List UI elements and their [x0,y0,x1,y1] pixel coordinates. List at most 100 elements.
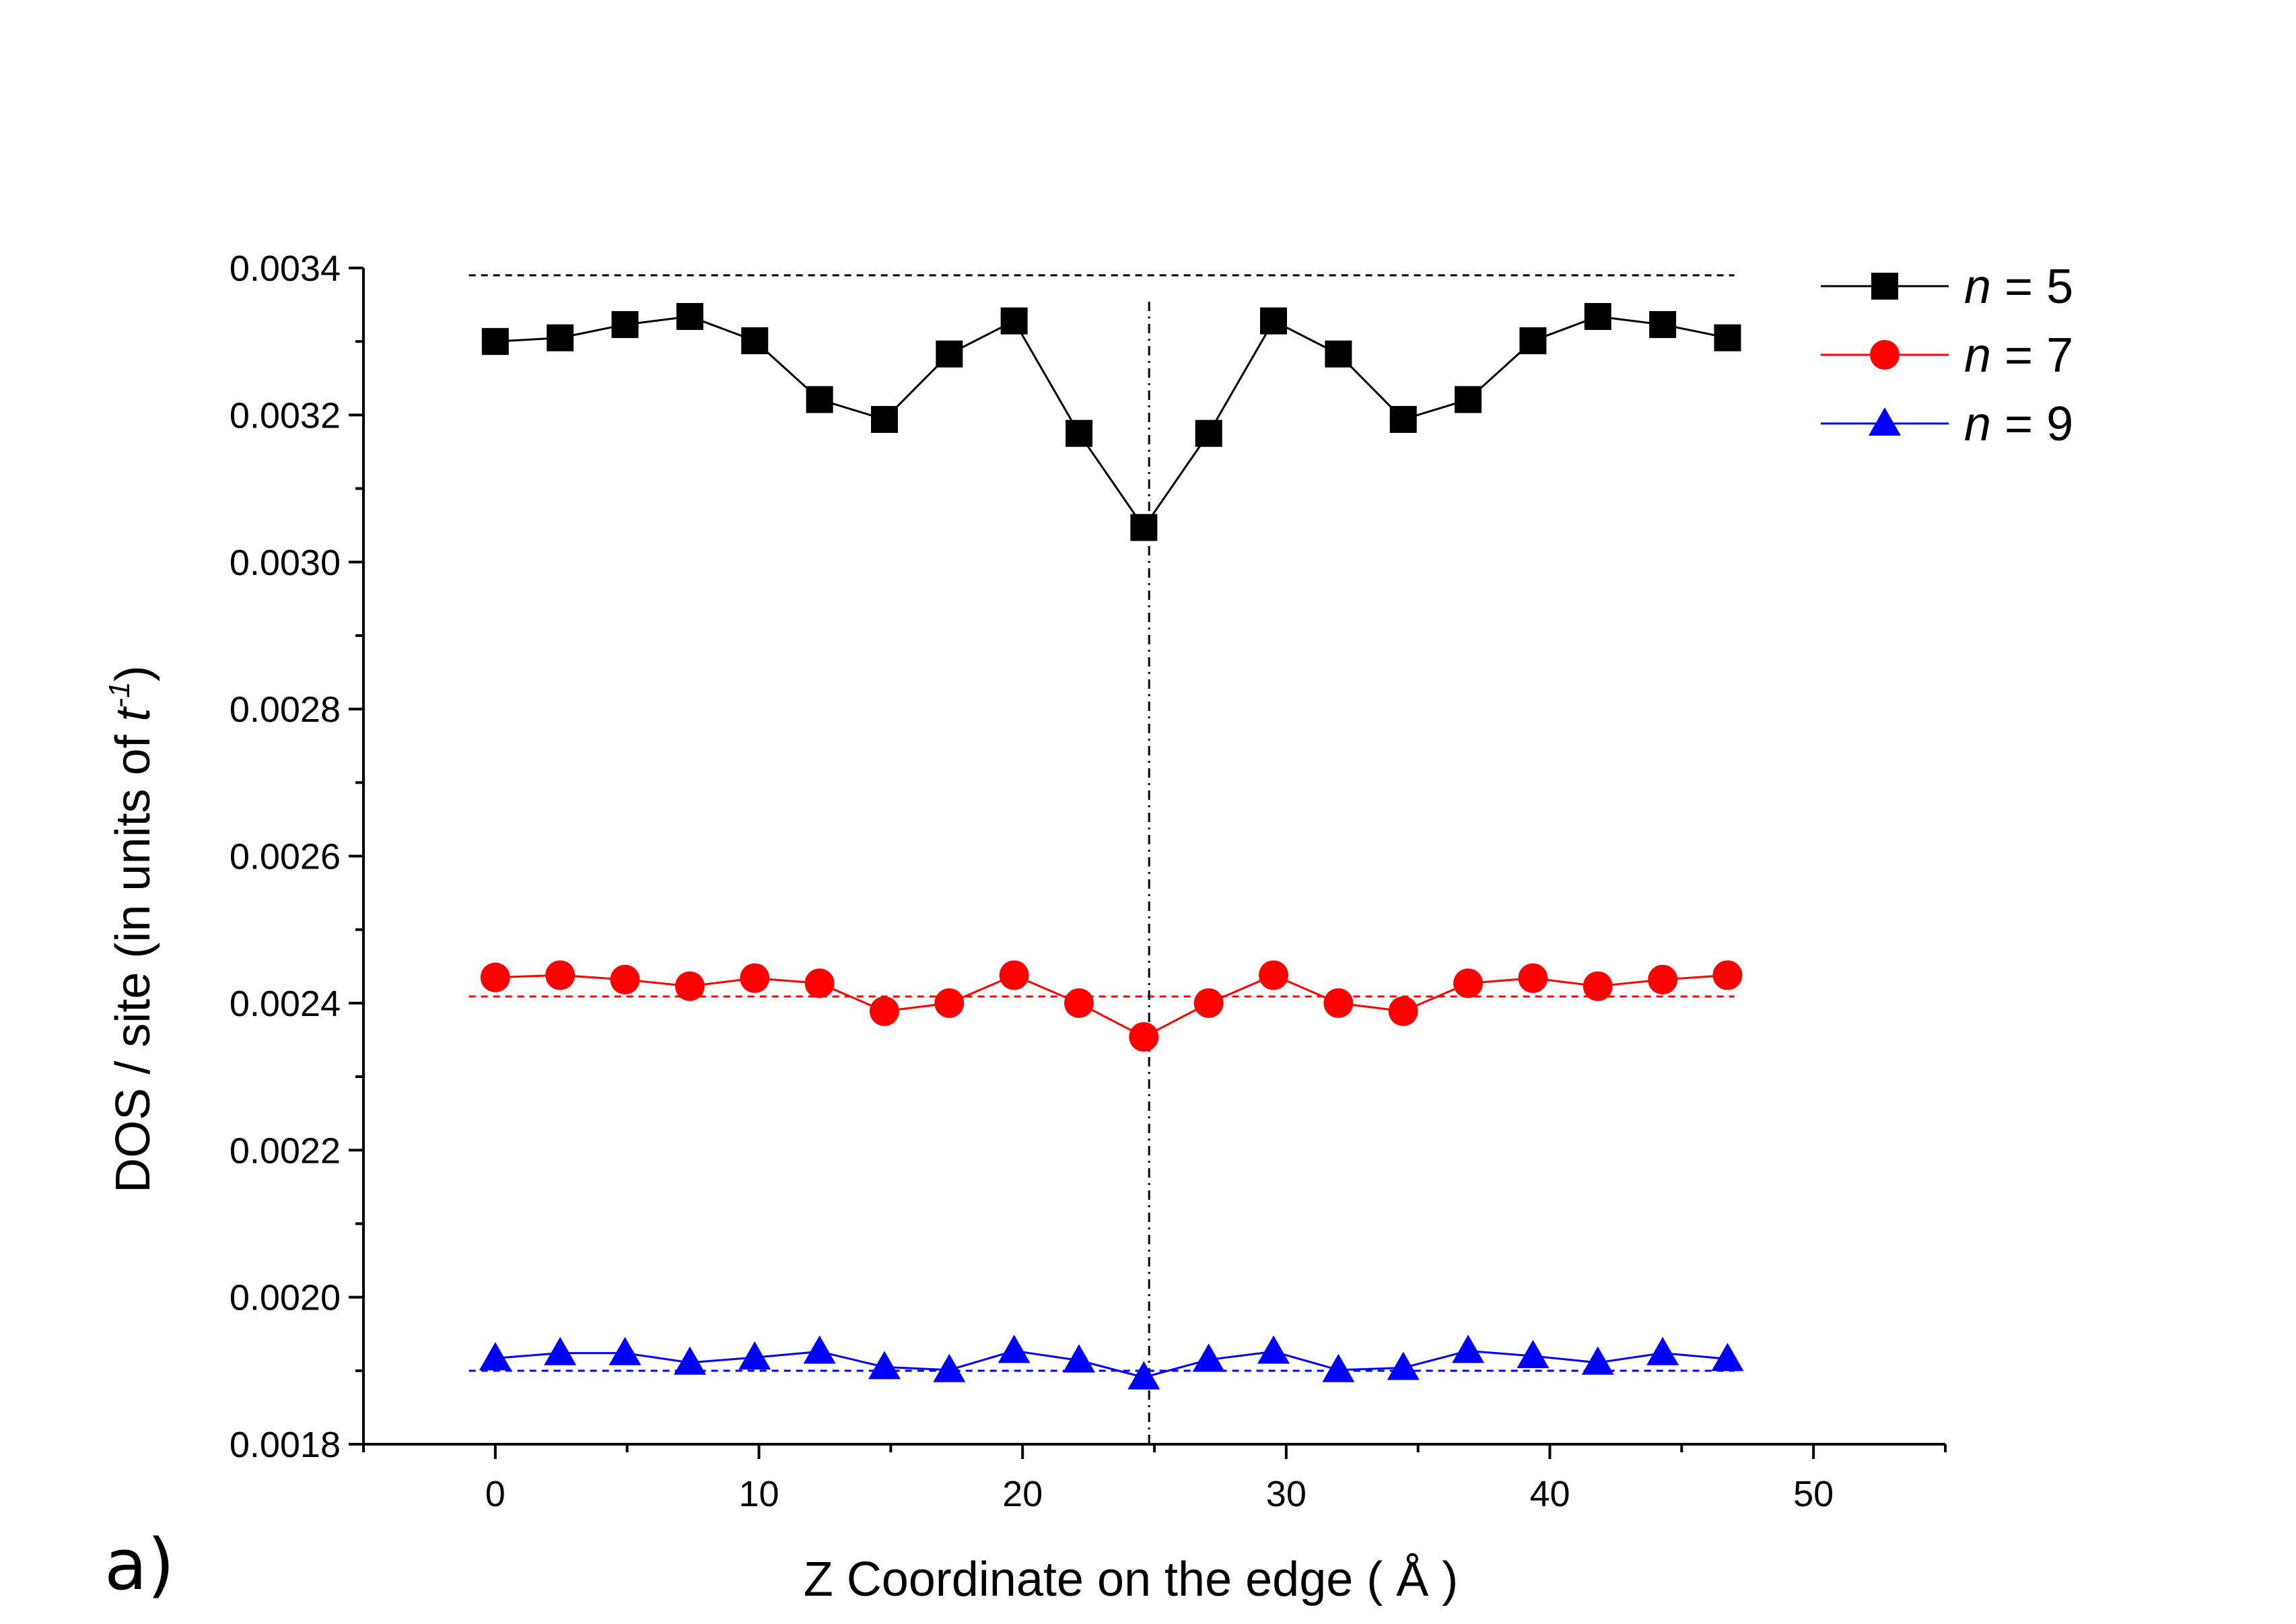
data-point-2-1 [544,1337,577,1365]
data-point-0-7 [936,340,963,368]
data-point-1-8 [999,960,1029,990]
data-point-2-2 [608,1337,641,1365]
data-point-1-19 [1712,960,1743,990]
y-tick-label-6: 0.0030 [230,543,341,583]
data-point-2-4 [738,1341,771,1370]
data-point-1-18 [1648,964,1678,994]
data-point-2-7 [933,1353,966,1382]
data-point-2-18 [1646,1337,1679,1365]
x-tick-label-5: 50 [1793,1474,1834,1514]
data-point-2-17 [1581,1346,1614,1375]
y-axis-title-var: t [106,706,160,721]
data-point-2-0 [479,1342,512,1371]
x-tick-label-2: 20 [1002,1474,1043,1514]
legend-label-var-0: n [1964,260,1991,314]
data-point-0-8 [1000,307,1028,335]
data-point-2-14 [1387,1351,1420,1380]
legend-item-0: n = 5 [1821,260,2073,314]
y-tick-label-4: 0.0026 [230,837,341,877]
data-point-1-4 [740,963,770,993]
data-point-0-3 [676,303,703,331]
legend-label-0: n = 5 [1964,260,2073,314]
legend-marker-0 [1871,273,1898,300]
data-point-1-16 [1518,963,1548,993]
y-tick-label-7: 0.0032 [230,395,341,436]
data-point-2-3 [673,1346,706,1375]
data-point-2-19 [1711,1343,1744,1372]
data-point-2-15 [1452,1334,1485,1363]
legend-item-2: n = 9 [1821,397,2073,451]
legend-label-1: n = 7 [1964,329,2073,382]
data-point-1-15 [1453,968,1484,999]
data-point-2-5 [803,1335,836,1364]
data-point-2-6 [868,1351,901,1380]
legend-label-var-2: n [1964,397,1991,451]
data-point-2-13 [1322,1353,1355,1382]
data-point-2-8 [998,1334,1031,1363]
data-point-0-11 [1195,419,1222,447]
data-point-1-2 [610,964,640,994]
y-axis-title-suffix: ) [106,665,160,681]
legend: n = 5n = 7n = 9 [1821,260,2073,451]
series-2 [479,1334,1744,1390]
y-tick-label-3: 0.0024 [230,984,341,1024]
data-point-0-18 [1649,311,1677,339]
data-point-1-11 [1193,988,1224,1018]
data-point-0-12 [1260,307,1288,335]
data-point-2-12 [1257,1335,1290,1364]
x-axis-title: Z Coordinate on the edge ( Å ) [804,1553,1459,1606]
y-tick-label-5: 0.0028 [230,689,341,730]
data-point-1-5 [804,968,835,999]
x-tick-label-3: 30 [1266,1474,1307,1514]
data-point-0-14 [1389,405,1417,433]
data-point-0-0 [481,328,509,356]
data-point-0-19 [1714,324,1741,351]
data-point-0-17 [1584,303,1611,331]
y-axis-title-prefix: DOS / site (in units of [106,721,160,1192]
legend-label-rest-2: = 9 [1991,397,2073,451]
data-point-1-17 [1582,971,1613,1001]
data-point-1-14 [1388,996,1418,1026]
data-point-0-9 [1065,419,1092,447]
data-point-0-5 [806,386,833,413]
x-tick-label-1: 10 [738,1474,779,1514]
data-point-0-15 [1455,386,1482,413]
data-point-0-13 [1325,340,1352,368]
data-point-1-3 [674,971,705,1001]
y-tick-label-0: 0.0018 [230,1425,341,1465]
data-point-2-11 [1192,1343,1225,1372]
data-point-1-12 [1259,960,1289,990]
data-point-0-4 [741,327,769,355]
series-0 [481,303,1741,541]
series-line-2 [495,1349,1728,1379]
axes: 0.0018 0.0020 0.0022 0.0024 0.0026 0.0028 0.00… [230,248,1947,1514]
data-point-1-9 [1064,988,1094,1018]
y-tick-label-2: 0.0022 [230,1130,341,1171]
y-tick-label-1: 0.0020 [230,1278,341,1318]
data-point-1-1 [545,960,576,990]
data-point-1-6 [869,996,899,1026]
y-tick-label-8: 0.0034 [230,248,341,289]
legend-label-rest-1: = 7 [1991,329,2073,382]
data-point-0-6 [870,405,898,433]
legend-item-1: n = 7 [1821,329,2073,382]
data-point-1-0 [480,962,510,992]
data-point-0-16 [1519,327,1547,355]
data-point-1-13 [1323,988,1354,1018]
data-point-0-2 [611,311,639,339]
y-axis-title: DOS / site (in units of t-1) [103,665,160,1192]
legend-label-2: n = 9 [1964,397,2073,451]
plot-area [468,274,1744,1444]
x-tick-label-4: 40 [1529,1474,1570,1514]
series-1 [480,960,1743,1052]
data-point-2-10 [1127,1361,1160,1390]
data-point-0-10 [1130,514,1158,541]
x-tick-label-0: 0 [485,1474,506,1514]
y-axis-title-sup: -1 [103,681,136,708]
data-point-1-7 [934,988,965,1018]
data-point-2-16 [1517,1339,1550,1368]
legend-label-var-1: n [1964,329,1991,382]
legend-marker-1 [1870,340,1900,370]
data-point-2-9 [1062,1344,1095,1373]
